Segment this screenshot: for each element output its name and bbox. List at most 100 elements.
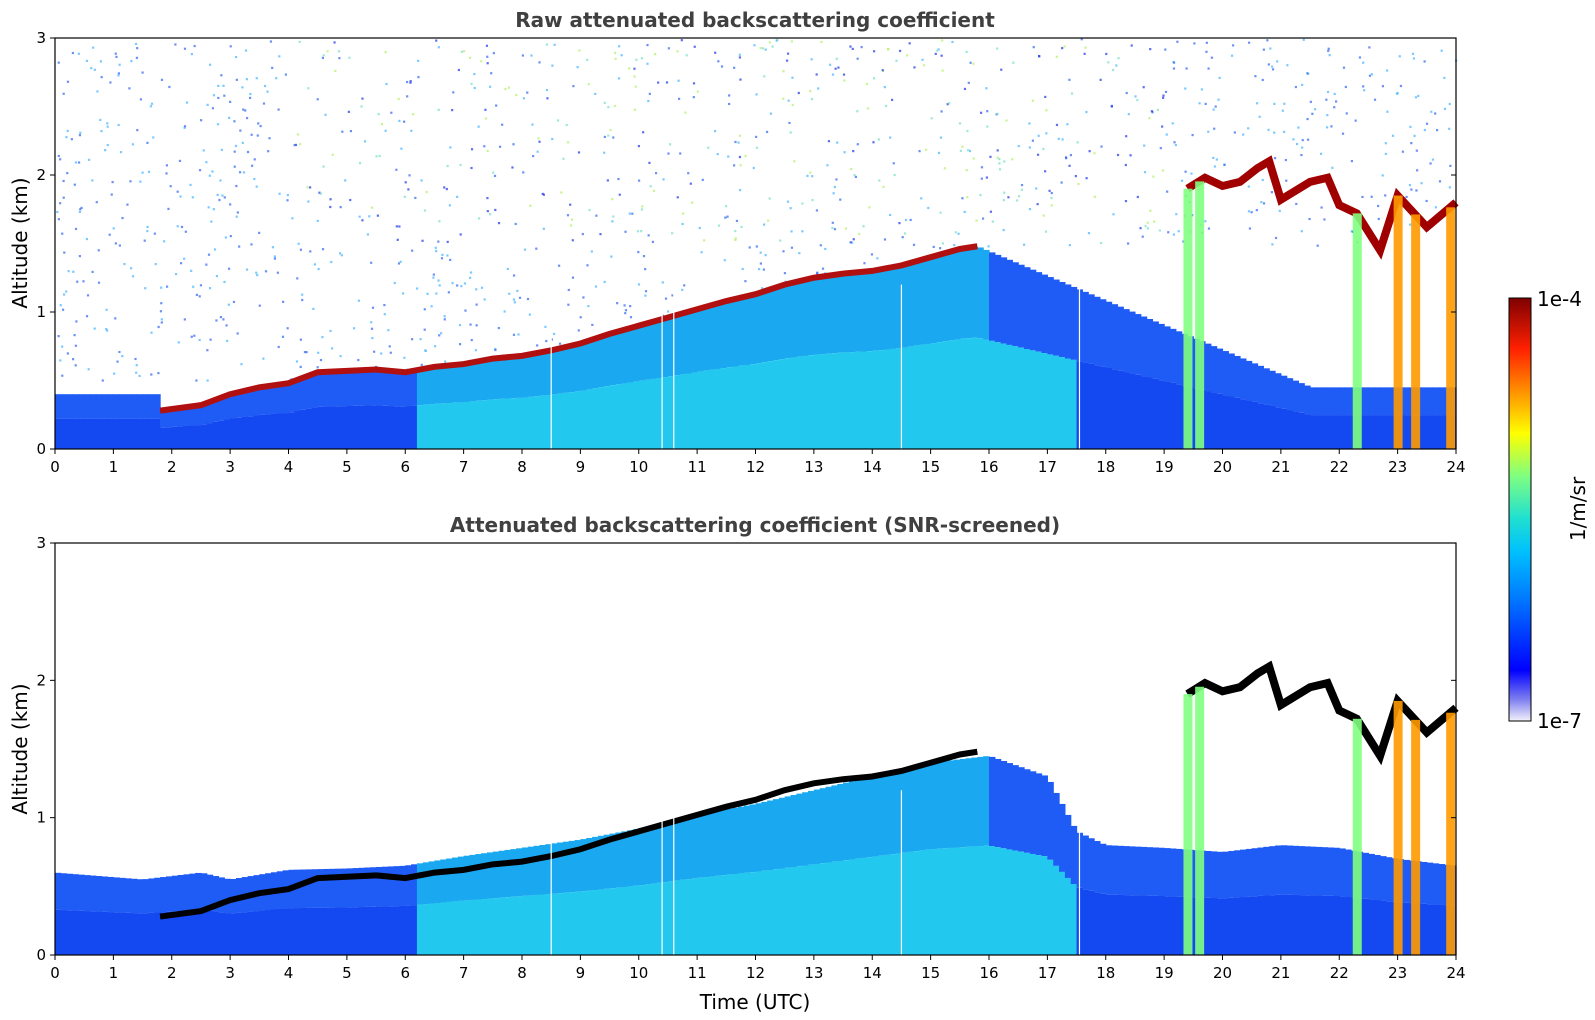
aerosol-column-upper [1146, 318, 1154, 378]
noise-speckle [129, 180, 132, 183]
noise-speckle [551, 64, 554, 67]
aerosol-column-lower [341, 406, 348, 449]
noise-speckle [980, 166, 984, 169]
aerosol-column-lower [329, 907, 336, 955]
aerosol-column-upper [387, 370, 395, 407]
noise-speckle [435, 292, 438, 295]
noise-speckle [1205, 50, 1208, 53]
aerosol-column-lower [130, 418, 138, 449]
aerosol-column-lower [1310, 415, 1317, 449]
noise-speckle [109, 81, 112, 84]
aerosol-column-lower [790, 867, 797, 955]
noise-speckle [1045, 132, 1048, 135]
aerosol-column-lower [977, 846, 984, 955]
noise-speckle [649, 185, 652, 188]
noise-speckle [1271, 243, 1274, 246]
noise-speckle [143, 239, 146, 242]
aerosol-column-upper [1385, 857, 1393, 902]
noise-speckle [1417, 94, 1420, 98]
aerosol-column-lower [218, 912, 225, 955]
aerosol-column-lower [463, 900, 471, 955]
noise-speckle [512, 274, 516, 277]
noise-speckle [724, 216, 727, 219]
noise-speckle [1204, 220, 1207, 223]
noise-speckle [498, 145, 502, 148]
noise-speckle [388, 345, 391, 348]
noise-speckle [416, 287, 419, 290]
noise-speckle [435, 39, 438, 42]
noise-speckle [551, 137, 554, 141]
aerosol-column-upper [948, 760, 955, 848]
aerosol-column-upper [206, 401, 214, 424]
aerosol-column-upper [837, 274, 844, 353]
noise-speckle [420, 363, 423, 366]
aerosol-column-lower [469, 899, 476, 955]
noise-speckle [1050, 191, 1053, 195]
aerosol-column-upper [983, 249, 990, 340]
aerosol-column-lower [1257, 403, 1264, 449]
noise-speckle [883, 85, 886, 89]
noise-speckle [131, 143, 134, 146]
noise-speckle [824, 247, 827, 251]
aerosol-column-upper [84, 875, 91, 912]
noise-speckle [968, 149, 972, 153]
aerosol-column-upper [498, 357, 506, 399]
aerosol-column-upper [1018, 767, 1025, 852]
noise-speckle [397, 262, 401, 265]
noise-speckle [790, 40, 793, 43]
noise-speckle [1213, 127, 1216, 130]
noise-speckle [205, 161, 208, 164]
aerosol-column-lower [685, 879, 692, 955]
noise-speckle [1307, 138, 1310, 141]
aerosol-column-upper [1345, 387, 1352, 416]
aerosol-column-lower [737, 365, 745, 449]
noise-speckle [253, 158, 256, 161]
aerosol-column-upper [1105, 845, 1113, 895]
aerosol-column-lower [574, 391, 581, 449]
noise-speckle [246, 150, 250, 154]
noise-speckle [1174, 143, 1177, 147]
aerosol-column-lower [866, 351, 873, 449]
noise-speckle [387, 329, 390, 332]
noise-speckle [634, 85, 637, 88]
aerosol-column-upper [936, 254, 943, 343]
aerosol-column-lower [1094, 892, 1101, 955]
aerosol-column-lower [1345, 415, 1352, 449]
noise-speckle [440, 257, 444, 260]
noise-speckle [1158, 229, 1161, 232]
noise-speckle [256, 134, 259, 137]
aerosol-column-lower [1123, 895, 1130, 955]
aerosol-column-upper [714, 303, 722, 369]
noise-speckle [635, 58, 638, 61]
noise-speckle [1161, 125, 1164, 128]
noise-speckle [146, 229, 149, 233]
y-tick-label: 0 [36, 946, 46, 964]
noise-speckle [588, 208, 591, 212]
aerosol-column-upper [90, 394, 97, 419]
noise-speckle [205, 263, 208, 266]
noise-speckle [121, 216, 124, 220]
noise-speckle [1166, 190, 1169, 193]
noise-speckle [1415, 149, 1418, 152]
aerosol-column-lower [1047, 859, 1054, 955]
noise-speckle [1342, 66, 1346, 69]
aerosol-column-lower [1088, 890, 1095, 955]
aerosol-column-upper [720, 301, 727, 369]
noise-speckle [211, 170, 214, 173]
aerosol-column-lower [376, 906, 383, 955]
x-tick-label: 21 [1271, 964, 1290, 982]
noise-speckle [62, 92, 65, 95]
noise-speckle [734, 229, 737, 233]
noise-speckle [303, 350, 307, 354]
aerosol-column-upper [107, 876, 114, 913]
noise-speckle [150, 331, 153, 334]
noise-speckle [1037, 134, 1040, 137]
aerosol-column-upper [597, 336, 605, 388]
noise-speckle [529, 204, 532, 207]
aerosol-column-upper [737, 806, 745, 874]
aerosol-column-upper [761, 291, 768, 363]
noise-speckle [856, 143, 859, 146]
aerosol-column-lower [241, 416, 249, 449]
noise-speckle [434, 345, 437, 348]
aerosol-column-upper [697, 814, 704, 878]
